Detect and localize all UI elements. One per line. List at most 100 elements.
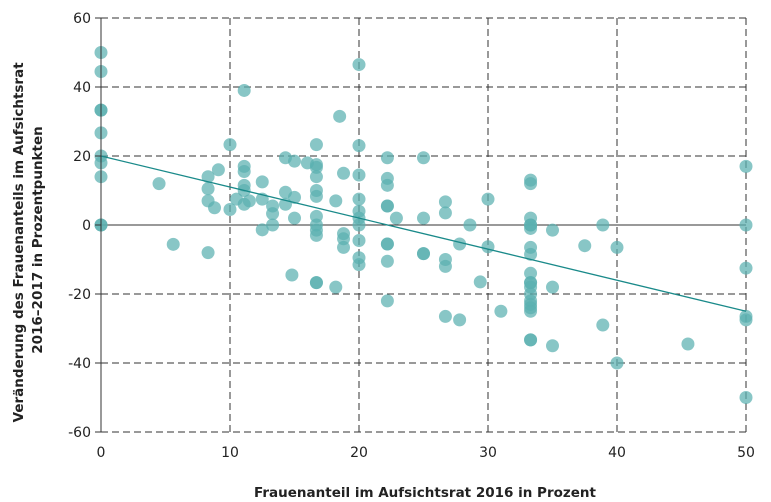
- trend-line: [100, 155, 747, 312]
- data-point: [524, 221, 538, 235]
- data-point: [739, 218, 753, 232]
- x-tick-label: 30: [479, 445, 497, 461]
- data-point: [337, 166, 351, 180]
- y-axis-label-line-1: Veränderung des Frauenanteils im Aufsich…: [11, 62, 27, 423]
- x-tick-label: 0: [97, 445, 106, 461]
- data-point: [596, 318, 610, 332]
- data-point: [285, 268, 299, 282]
- data-point: [524, 177, 538, 191]
- data-point: [352, 192, 366, 206]
- data-point: [380, 151, 394, 165]
- grid-layer: [101, 17, 747, 433]
- data-point: [380, 294, 394, 308]
- x-tick-label: 20: [350, 445, 368, 461]
- data-point: [417, 211, 430, 225]
- data-point: [596, 218, 610, 232]
- data-point: [739, 261, 753, 275]
- data-point: [578, 239, 592, 253]
- data-point: [309, 138, 323, 152]
- x-tick-label: 10: [221, 445, 239, 461]
- data-point: [242, 194, 256, 208]
- data-point: [389, 211, 403, 225]
- data-point: [266, 207, 280, 221]
- data-point: [223, 202, 237, 216]
- data-point: [417, 151, 430, 165]
- data-point: [494, 304, 508, 318]
- data-point: [352, 234, 366, 248]
- data-point: [453, 313, 467, 327]
- data-point: [309, 170, 323, 184]
- data-point: [237, 83, 251, 97]
- data-point: [524, 266, 538, 280]
- data-point: [739, 313, 753, 327]
- y-axis-label-line-2: 2016–2017 in Prozentpunkten: [30, 126, 46, 354]
- data-point: [255, 223, 269, 237]
- data-point: [380, 254, 394, 268]
- x-tick-label: 50: [737, 445, 755, 461]
- data-point: [309, 276, 323, 290]
- ticks-layer: -60 -40 -20 0 20 40 60 0 10 20 30 40 50: [68, 11, 755, 461]
- data-point: [329, 194, 343, 208]
- data-point: [309, 228, 323, 242]
- data-point: [288, 154, 301, 168]
- y-tick-label: 0: [82, 218, 91, 234]
- data-point: [166, 237, 180, 251]
- data-point: [481, 240, 495, 254]
- data-point: [463, 218, 477, 232]
- y-tick-label: -20: [68, 287, 91, 303]
- data-point: [524, 247, 538, 261]
- trend-layer: [100, 155, 747, 312]
- data-point: [438, 309, 452, 323]
- data-point: [237, 165, 251, 179]
- data-point: [288, 190, 301, 204]
- data-point: [329, 280, 343, 294]
- data-point: [453, 237, 467, 251]
- data-point: [223, 138, 237, 152]
- data-point: [211, 163, 225, 177]
- y-tick-label: 40: [73, 80, 91, 96]
- y-tick-label: -40: [68, 356, 91, 372]
- data-point: [208, 201, 222, 215]
- data-point: [201, 246, 215, 260]
- data-point: [309, 189, 323, 203]
- data-point: [352, 168, 366, 182]
- data-point: [288, 211, 301, 225]
- data-point: [380, 178, 394, 192]
- data-point: [546, 339, 559, 353]
- data-point: [481, 192, 495, 206]
- data-point: [380, 237, 394, 251]
- data-point: [352, 218, 366, 232]
- data-point: [337, 240, 351, 254]
- data-point: [309, 160, 323, 174]
- data-point: [610, 240, 624, 254]
- data-point: [380, 199, 394, 213]
- data-point: [438, 195, 452, 209]
- data-point: [546, 280, 559, 294]
- data-point: [438, 259, 452, 273]
- data-point: [152, 177, 166, 191]
- y-tick-label: 20: [73, 149, 91, 165]
- y-tick-label: -60: [68, 425, 91, 441]
- data-point: [681, 337, 695, 351]
- data-point: [201, 182, 215, 196]
- data-point: [352, 258, 366, 272]
- data-point: [546, 223, 559, 237]
- data-point: [255, 175, 269, 189]
- x-axis-label: Frauenanteil im Aufsichtsrat 2016 in Pro…: [254, 485, 596, 501]
- points-layer: [94, 46, 753, 404]
- data-point: [739, 159, 753, 173]
- data-point: [610, 356, 624, 370]
- data-point: [473, 275, 487, 289]
- y-axis-label: Veränderung des Frauenanteils im Aufsich…: [11, 58, 46, 423]
- data-point: [266, 218, 280, 232]
- data-point: [417, 247, 430, 261]
- data-point: [352, 139, 366, 153]
- data-point: [333, 109, 347, 123]
- x-tick-label: 40: [608, 445, 626, 461]
- data-point: [352, 58, 366, 72]
- data-point: [739, 391, 753, 404]
- data-point: [201, 170, 215, 184]
- data-point: [438, 206, 452, 220]
- y-tick-label: 60: [73, 11, 91, 27]
